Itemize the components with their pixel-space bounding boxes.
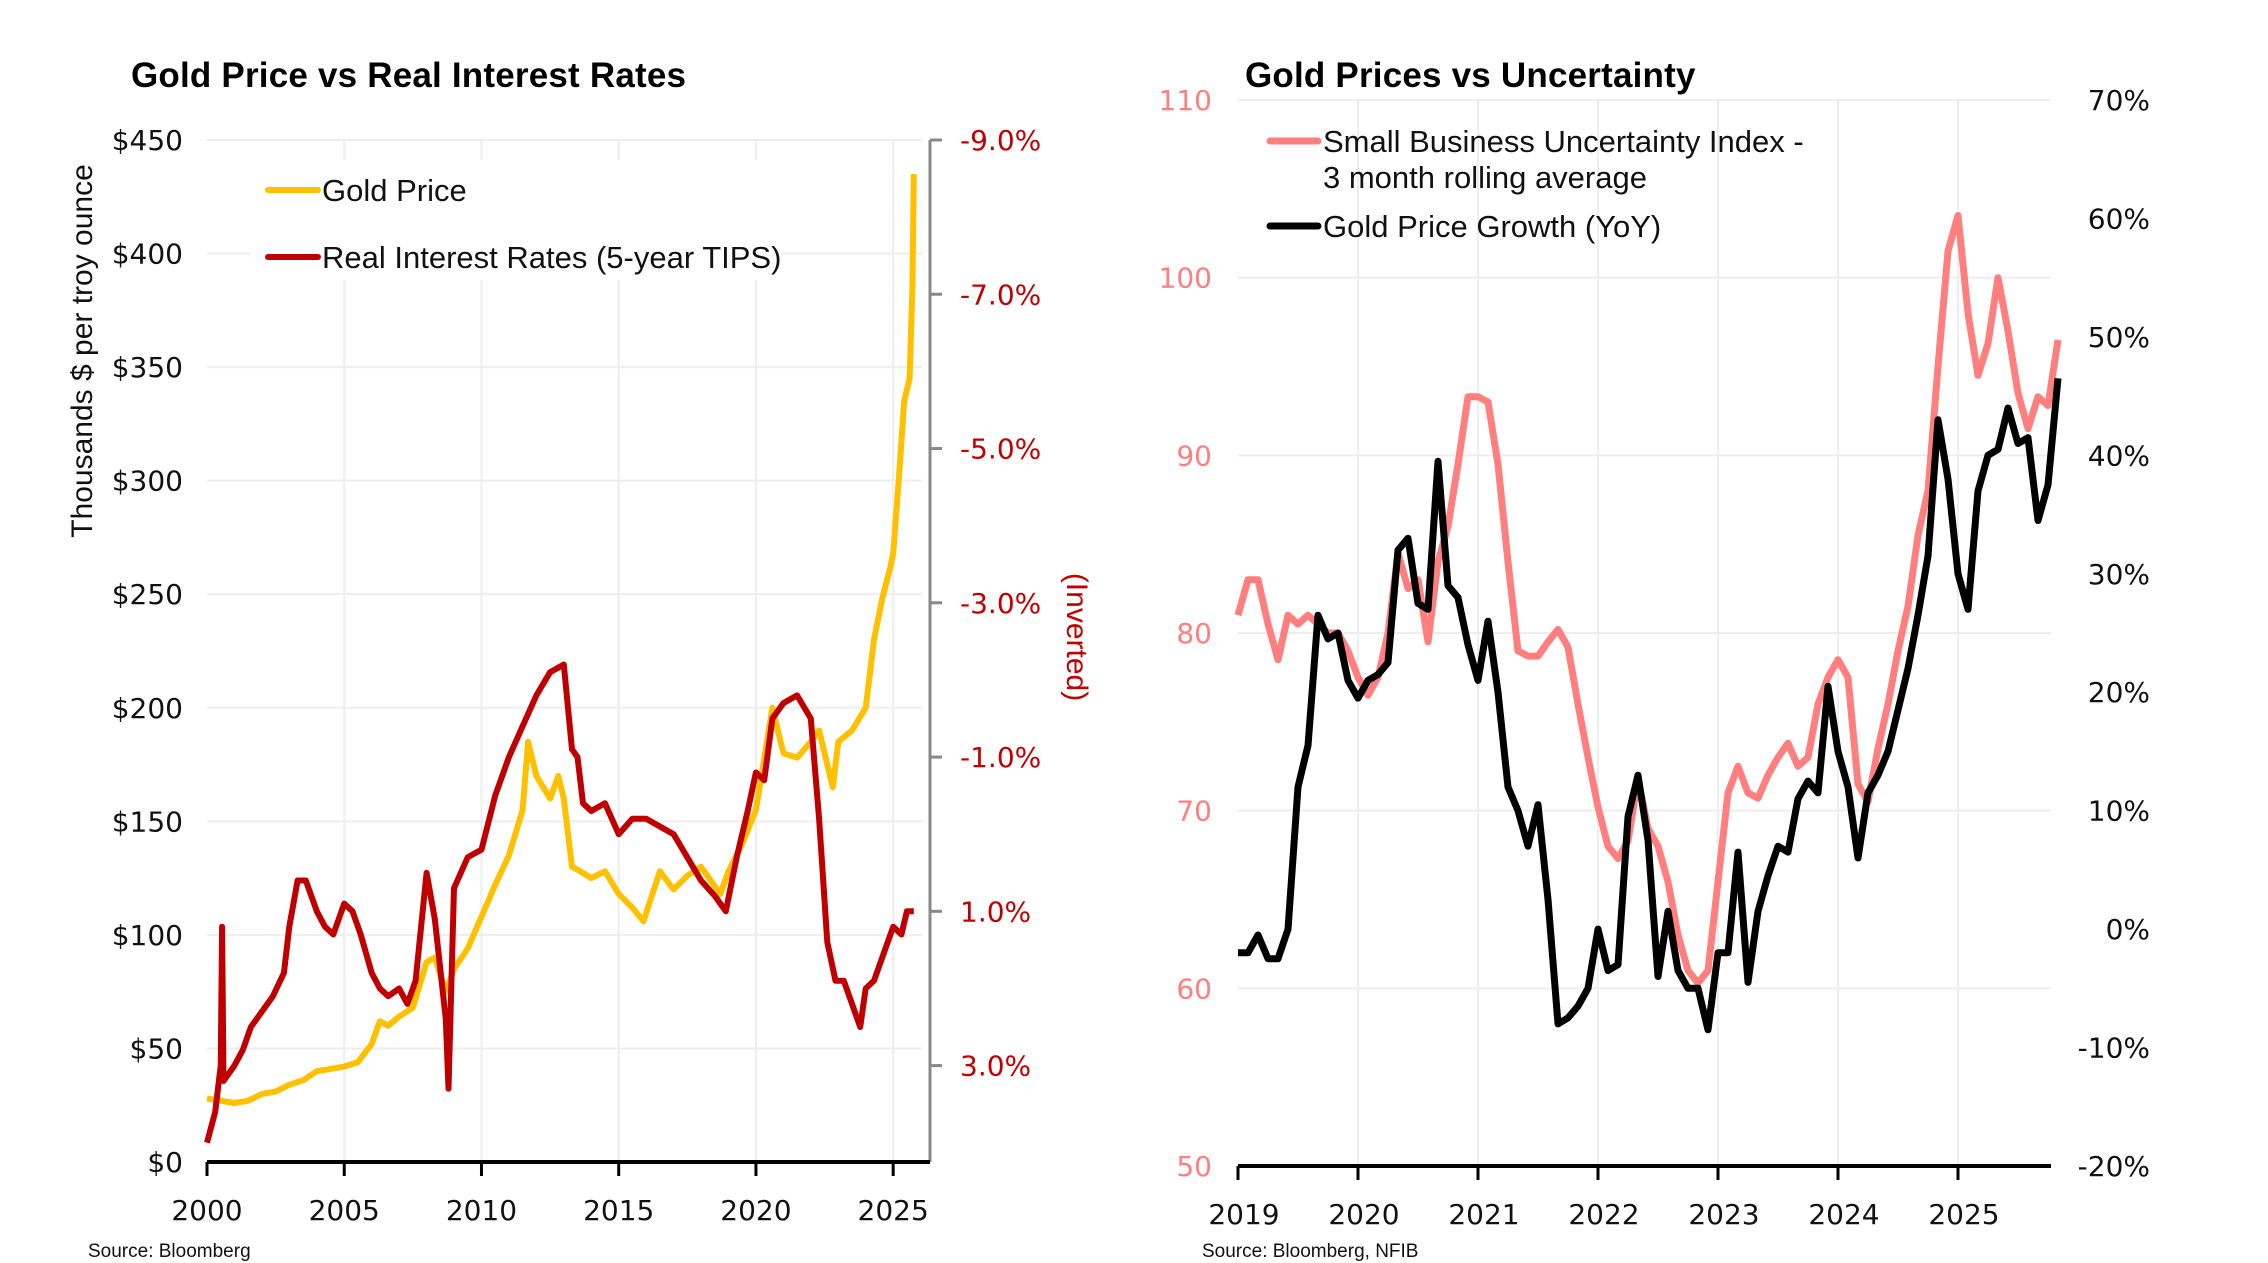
right-y-axis-title: (Inverted) (1060, 573, 1093, 701)
y2-tick-label: 10% (2088, 795, 2150, 828)
right-chart-legend: Small Business Uncertainty Index - 3 mon… (1270, 124, 1804, 244)
legend-label-gold-price: Gold Price (322, 173, 467, 208)
y-tick-label: $250 (112, 578, 183, 611)
y2-tick-label: 60% (2088, 202, 2150, 235)
left-chart-series (207, 174, 914, 1143)
gold-growth-line (1238, 378, 2058, 1030)
y2-tick-label: 20% (2088, 676, 2150, 709)
y-tick-label: 110 (1159, 84, 1212, 117)
x-tick-label: 2020 (1328, 1198, 1399, 1231)
x-tick-label: 2000 (171, 1194, 242, 1227)
y-tick-label: 80 (1176, 617, 1212, 650)
left-chart: $0 $50 $100 $150 $200 $250 $300 $350 $400 $450 200… (66, 124, 1093, 1227)
left-chart-axes: $0 $50 $100 $150 $200 $250 $300 $350 $400 $450 200… (112, 124, 1042, 1227)
left-chart-legend: Gold Price Real Interest Rates (5-year T… (250, 160, 781, 280)
y2-tick-label: -7.0% (960, 278, 1041, 311)
left-y-axis-title: Thousands $ per troy ounce (66, 164, 99, 538)
x-tick-label: 2023 (1688, 1198, 1759, 1231)
y2-tick-label: -3.0% (960, 587, 1041, 620)
y2-tick-label: 40% (2088, 439, 2150, 472)
x-tick-label: 2005 (309, 1194, 380, 1227)
y2-tick-label: 1.0% (960, 895, 1031, 928)
gold-price-line (207, 174, 914, 1103)
y-tick-label: 60 (1176, 972, 1212, 1005)
y2-tick-label: 3.0% (960, 1050, 1031, 1083)
y-tick-label: 70 (1176, 795, 1212, 828)
legend-label-uncertainty-line1: Small Business Uncertainty Index - (1323, 124, 1804, 159)
right-chart-grid (1238, 100, 2051, 1166)
y-tick-label: $350 (112, 351, 183, 384)
y-tick-label: $400 (112, 238, 183, 271)
y-tick-label: $300 (112, 465, 183, 498)
y-tick-label: $50 (130, 1032, 183, 1065)
y-tick-label: $200 (112, 692, 183, 725)
y-tick-label: 90 (1176, 439, 1212, 472)
y-tick-label: $0 (147, 1146, 183, 1179)
x-tick-label: 2020 (720, 1194, 791, 1227)
y2-tick-label: -1.0% (960, 741, 1041, 774)
y-tick-label: $100 (112, 919, 183, 952)
y-tick-label: 100 (1159, 262, 1212, 295)
right-chart: 50 60 70 80 90 100 110 -20% -10% 0% 10% 20% 30% 40% 50… (1159, 84, 2150, 1231)
right-chart-axes: 50 60 70 80 90 100 110 -20% -10% 0% 10% 20% 30% 40% 50… (1159, 84, 2150, 1231)
x-tick-label: 2022 (1568, 1198, 1639, 1231)
legend-label-gold-growth: Gold Price Growth (YoY) (1323, 209, 1661, 244)
y2-tick-label: 30% (2088, 558, 2150, 591)
y2-tick-label: 50% (2088, 321, 2150, 354)
left-chart-grid (207, 140, 922, 1162)
y2-tick-label: -20% (2078, 1150, 2150, 1183)
legend-label-real-rates: Real Interest Rates (5-year TIPS) (322, 240, 781, 275)
y-tick-label: $450 (112, 124, 183, 157)
y2-tick-label: 70% (2088, 84, 2150, 117)
y2-tick-label: -10% (2078, 1032, 2150, 1065)
y2-tick-label: 0% (2106, 913, 2150, 946)
x-tick-label: 2010 (446, 1194, 517, 1227)
y-tick-label: 50 (1176, 1150, 1212, 1183)
x-tick-label: 2015 (583, 1194, 654, 1227)
legend-label-uncertainty-line2: 3 month rolling average (1323, 160, 1647, 195)
x-tick-label: 2024 (1808, 1198, 1879, 1231)
right-chart-series (1238, 215, 2058, 1030)
x-tick-label: 2019 (1208, 1198, 1279, 1231)
x-tick-label: 2021 (1448, 1198, 1519, 1231)
y-tick-label: $150 (112, 805, 183, 838)
y2-tick-label: -5.0% (960, 433, 1041, 466)
x-tick-label: 2025 (858, 1194, 929, 1227)
x-tick-label: 2025 (1928, 1198, 1999, 1231)
y2-tick-label: -9.0% (960, 124, 1041, 157)
